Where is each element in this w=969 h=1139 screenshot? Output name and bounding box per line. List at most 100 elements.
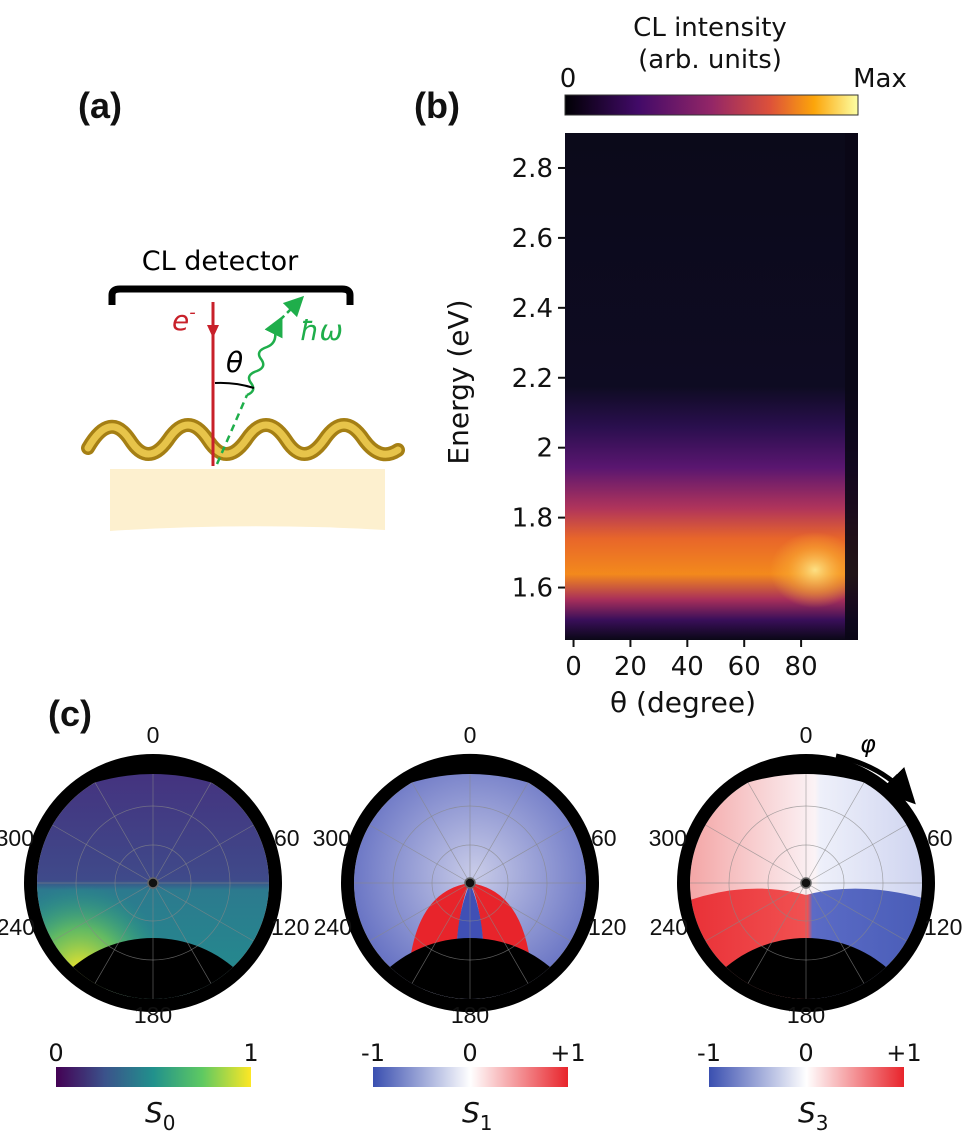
polar-grid-spoke — [369, 882, 471, 942]
polar-grid-spoke — [369, 824, 471, 884]
polar-grid-spoke — [94, 782, 154, 884]
azimuth-arrow-icon — [835, 753, 916, 805]
polar-grid-spoke — [747, 782, 807, 884]
colorbar-title-line2: (arb. units) — [638, 45, 782, 75]
y-tick-label: 2 — [536, 434, 553, 464]
colorbar-min-label: 0 — [48, 1039, 63, 1067]
angle-tick-label: 180 — [134, 1002, 172, 1028]
angle-tick-label: 180 — [787, 1002, 825, 1028]
polar-grid-spoke — [411, 882, 471, 984]
angle-tick-label: 300 — [0, 825, 34, 851]
panel-label-b: (b) — [414, 85, 460, 126]
azimuth-label: φ — [860, 730, 876, 758]
heatmap-peak — [770, 532, 860, 608]
colorbar-min-label: -1 — [361, 1039, 385, 1067]
panel-label-a: (a) — [78, 85, 122, 126]
polar-center-marker — [464, 877, 476, 889]
angle-tick-label: 300 — [649, 825, 687, 851]
substrate — [110, 469, 385, 531]
polar-center-marker — [800, 877, 812, 889]
colorbar-s1 — [373, 1067, 568, 1087]
polar-grid-spoke — [94, 882, 154, 984]
stokes-label: S1 — [462, 1096, 493, 1135]
polar-grid-spoke — [469, 882, 529, 984]
polar-grid-spoke — [469, 824, 571, 884]
electron-label: e- — [172, 302, 196, 337]
colorbar-max-label: 1 — [243, 1039, 258, 1067]
angle-tick-label: 60 — [927, 825, 953, 851]
colorbar-title-line1: CL intensity — [633, 13, 787, 43]
angle-tick-label: 300 — [313, 825, 351, 851]
colorbar-mid-label: 0 — [462, 1039, 477, 1067]
angle-label: θ — [226, 346, 243, 379]
angle-tick-label: 60 — [591, 825, 617, 851]
y-tick-label: 1.8 — [512, 504, 553, 534]
electron-arrow-icon — [207, 325, 219, 338]
photon-label: ħω — [300, 314, 343, 347]
angle-tick-label: 0 — [147, 722, 160, 748]
colorbar-s3 — [709, 1067, 904, 1087]
polar-grid-spoke — [152, 824, 254, 884]
polar-grid-spoke — [747, 882, 807, 984]
polar-frame-2: 0 60 120 180 240 300 -1 0 +1 S3 — [649, 722, 963, 1135]
y-axis-label: Energy (eV) — [442, 299, 475, 464]
polar-grid-spoke — [411, 782, 471, 884]
x-tick-label: 40 — [671, 652, 704, 682]
polar-grid-spoke — [705, 824, 807, 884]
y-tick-label: 2.2 — [512, 364, 553, 394]
colorbar-min-label: -1 — [697, 1039, 721, 1067]
polar-grid-spoke — [152, 882, 254, 942]
polar-grid-spoke — [805, 782, 865, 884]
x-axis-label: θ (degree) — [610, 686, 756, 719]
polar-grid-spoke — [469, 882, 571, 942]
polar-grid-spoke — [805, 882, 907, 942]
angle-tick-label: 240 — [650, 914, 688, 940]
stokes-label: S3 — [798, 1096, 829, 1135]
angle-tick-label: 60 — [274, 825, 300, 851]
angle-tick-label: 120 — [271, 914, 309, 940]
heatmap: 1.6 1.8 2 2.2 2.4 2.6 2.8 0 20 40 60 80 Energy (eV)… — [442, 133, 860, 719]
angle-tick-label: 0 — [800, 722, 813, 748]
polar-grid-spoke — [805, 882, 865, 984]
angle-tick-label: 240 — [314, 914, 352, 940]
x-tick-label: 20 — [614, 652, 647, 682]
photon-path — [215, 394, 249, 465]
panel-label-c: (c) — [48, 693, 92, 734]
polar-grid-spoke — [152, 782, 212, 884]
polar-frame-1: 0 60 120 180 240 300 -1 0 +1 S1 — [313, 722, 627, 1135]
polar-top-band — [83, 761, 223, 783]
y-tick-label: 1.6 — [512, 574, 553, 604]
substrate-edge — [110, 526, 385, 536]
heatmap-edge — [845, 133, 858, 640]
photon-arrow — [279, 295, 305, 321]
polar-top-band — [400, 761, 540, 783]
x-tick-label: 80 — [785, 652, 818, 682]
stokes-label: S0 — [145, 1096, 176, 1135]
angle-tick-label: 0 — [464, 722, 477, 748]
cl-intensity-colorbar: CL intensity (arb. units) 0 Max — [560, 13, 907, 116]
gold-helix — [81, 418, 405, 462]
colorbar-mid-label: 0 — [798, 1039, 813, 1067]
polar-center-marker — [147, 877, 159, 889]
polar-grid-spoke — [152, 882, 212, 984]
y-tick-label: 2.4 — [512, 294, 553, 324]
colorbar-max-label: +1 — [550, 1039, 585, 1067]
angle-tick-label: 120 — [588, 914, 626, 940]
angle-arc — [214, 381, 255, 389]
colorbar-gradient — [564, 94, 859, 116]
x-tick-label: 60 — [728, 652, 761, 682]
polar-grid-spoke — [705, 882, 807, 942]
angle-tick-label: 240 — [0, 914, 35, 940]
colorbar-s0 — [56, 1067, 251, 1087]
colorbar-min-label: 0 — [560, 64, 577, 94]
polar-grid-spoke — [52, 824, 154, 884]
x-tick-label: 0 — [565, 652, 582, 682]
detector-label: CL detector — [142, 246, 299, 277]
colorbar-max-label: +1 — [886, 1039, 921, 1067]
polar-frame-0: 0 60 120 180 240 300 0 1 S0 — [0, 722, 309, 1135]
angle-tick-label: 180 — [451, 1002, 489, 1028]
y-tick-label: 2.6 — [512, 224, 553, 254]
polar-grid-spoke — [52, 882, 154, 942]
